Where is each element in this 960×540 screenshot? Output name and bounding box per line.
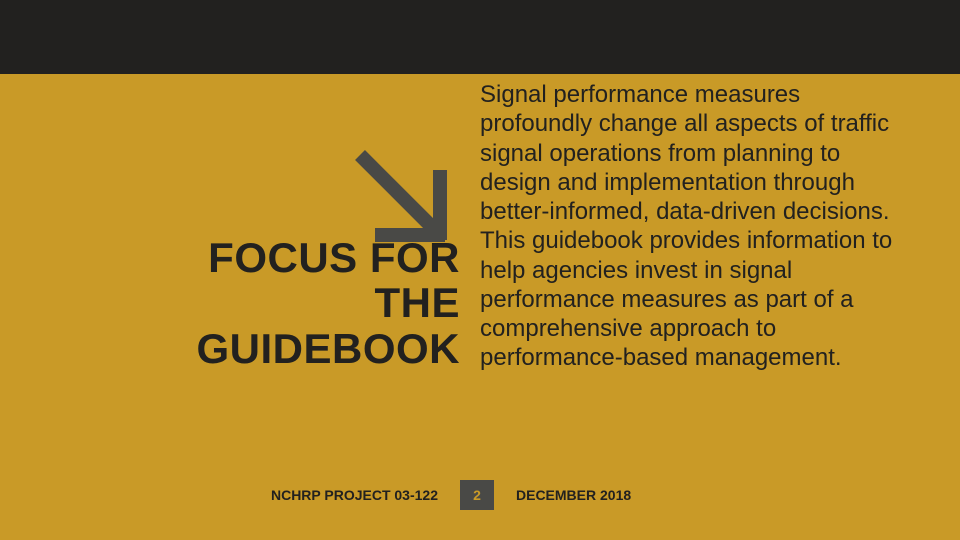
footer-project: NCHRP PROJECT 03-122 — [0, 487, 460, 503]
footer-date: DECEMBER 2018 — [494, 487, 631, 503]
title-line-1: FOCUS FOR — [0, 235, 460, 280]
slide-title: FOCUS FOR THE GUIDEBOOK — [0, 235, 460, 371]
title-line-3: GUIDEBOOK — [0, 326, 460, 371]
footer: NCHRP PROJECT 03-122 2 DECEMBER 2018 — [0, 480, 960, 510]
title-line-2: THE — [0, 280, 460, 325]
body-paragraph: Signal performance measures profoundly c… — [480, 80, 900, 373]
page-number: 2 — [460, 480, 494, 510]
slide: FOCUS FOR THE GUIDEBOOK Signal performan… — [0, 0, 960, 540]
top-strip — [0, 0, 960, 74]
